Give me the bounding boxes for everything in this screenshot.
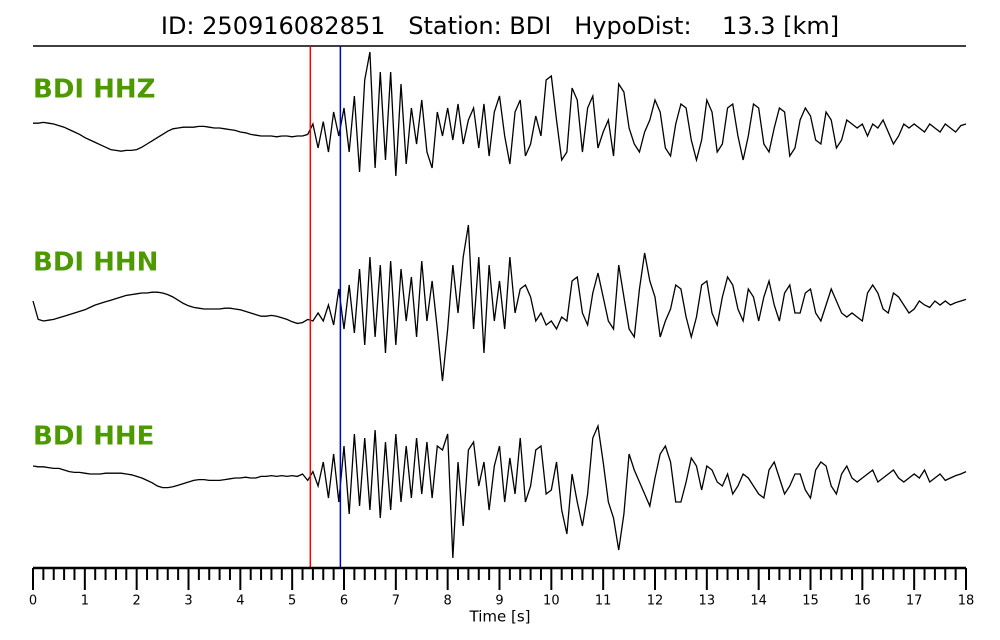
x-tick-label: 14	[750, 594, 767, 609]
x-tick-label: 15	[802, 594, 819, 609]
x-tick-label: 5	[288, 594, 296, 609]
trace	[33, 51, 967, 177]
x-tick-label: 8	[444, 594, 452, 609]
x-tick-label: 6	[340, 594, 348, 609]
x-tick-label: 11	[595, 594, 612, 609]
x-axis-label: Time [s]	[469, 608, 531, 626]
trace-label: BDI HHN	[33, 248, 158, 278]
chart-title: ID: 250916082851 Station: BDI HypoDist: …	[161, 12, 839, 40]
x-tick-label: 9	[495, 594, 503, 609]
x-tick-label: 7	[392, 594, 400, 609]
trace	[32, 423, 967, 559]
x-tick-label: 16	[854, 594, 871, 609]
x-tick-label: 4	[236, 594, 244, 609]
x-tick-label: 0	[29, 594, 37, 609]
trace	[32, 224, 967, 382]
x-tick-label: 18	[958, 594, 975, 609]
x-tick-label: 3	[184, 594, 192, 609]
x-tick-label: 12	[647, 594, 664, 609]
trace-label: BDI HHE	[33, 422, 154, 452]
x-tick-label: 1	[81, 594, 89, 609]
trace-label: BDI HHZ	[33, 75, 156, 105]
x-tick-label: 13	[699, 594, 716, 609]
x-tick-label: 10	[543, 594, 560, 609]
x-tick-label: 17	[906, 594, 923, 609]
x-tick-label: 2	[133, 594, 141, 609]
